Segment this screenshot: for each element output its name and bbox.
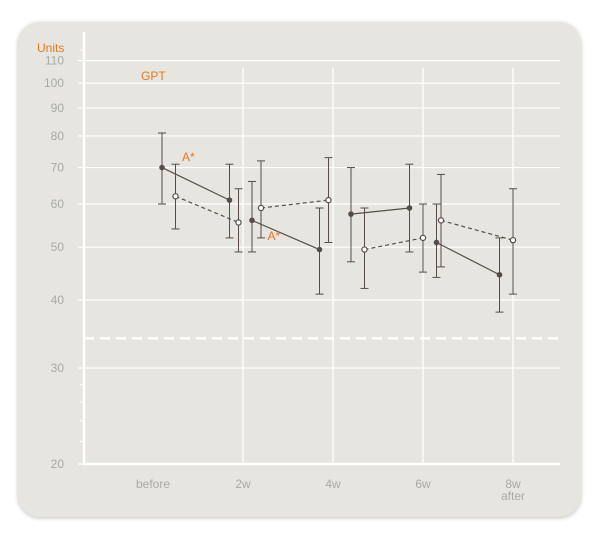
x-tick-label: 2w [235, 477, 251, 491]
y-tick-label: 90 [51, 101, 65, 115]
open-marker [361, 246, 368, 253]
filled-marker [249, 217, 255, 224]
dashed-series-line [364, 237, 424, 251]
filled-marker [316, 246, 323, 253]
y-tick-label: 20 [51, 457, 65, 471]
y-axis-label: Units [37, 41, 64, 55]
filled-marker [226, 197, 233, 203]
y-tick-label: 100 [44, 76, 64, 90]
open-marker [235, 219, 242, 226]
open-marker [509, 236, 517, 244]
dashed-series-line [175, 195, 239, 224]
y-tick-label: 40 [51, 293, 65, 307]
solid-series-line [251, 219, 320, 251]
filled-marker [348, 211, 354, 217]
open-marker [172, 193, 179, 200]
x-tick-label: 4w [325, 477, 341, 491]
x-tick-label: 6w [415, 477, 431, 491]
solid-series-line [436, 241, 500, 276]
solid-series-line [161, 167, 230, 201]
chart-title: GPT [141, 69, 166, 83]
filled-marker [406, 205, 413, 211]
filled-marker [433, 239, 440, 246]
open-marker [419, 234, 427, 242]
chart-card [18, 22, 581, 517]
y-tick-label: 50 [51, 240, 65, 254]
solid-series-line [350, 207, 410, 215]
y-tick-label: 70 [51, 161, 65, 175]
significance-annotation: A* [268, 229, 281, 243]
open-marker [437, 217, 445, 224]
y-tick-label: 80 [51, 129, 65, 143]
filled-marker [496, 271, 503, 278]
significance-annotation: A* [182, 150, 195, 164]
dashed-series-line [260, 199, 329, 209]
y-tick-label: 60 [51, 197, 65, 211]
open-marker [325, 196, 332, 204]
y-tick-label: 30 [51, 361, 65, 375]
y-tick-label: 110 [45, 54, 64, 68]
x-tick-label: after [501, 489, 525, 503]
dashed-series-line [440, 219, 514, 241]
open-marker [257, 204, 265, 212]
filled-marker [159, 164, 165, 171]
x-tick-label: 8w [505, 477, 521, 491]
x-tick-label: before [136, 477, 170, 491]
